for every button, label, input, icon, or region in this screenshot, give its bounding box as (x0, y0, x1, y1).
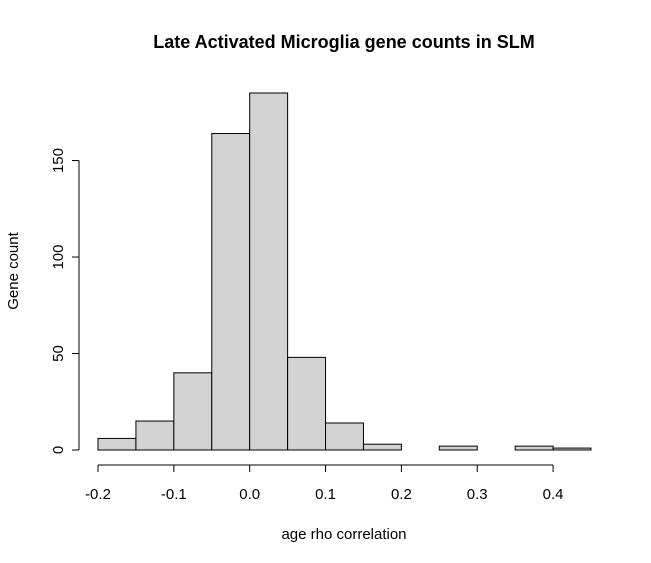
histogram-bar (97, 437, 137, 451)
histogram-bar (514, 445, 554, 451)
x-tick-label: 0.2 (391, 486, 412, 503)
bars-group (97, 92, 592, 451)
histogram-bar (135, 420, 175, 451)
y-tick-label: 50 (50, 345, 67, 362)
x-tick-label: 0.0 (239, 486, 260, 503)
y-tick-label: 100 (50, 245, 67, 270)
x-axis: -0.2 -0.1 0.0 0.1 0.2 0.3 0.4 (85, 464, 564, 503)
histogram-bar (173, 372, 213, 451)
histogram-bar (325, 422, 364, 451)
histogram-bar (287, 356, 327, 451)
x-axis-label: age rho correlation (281, 526, 406, 543)
histogram-bar (362, 443, 402, 451)
x-tick-label: -0.2 (85, 486, 111, 503)
x-tick-label: 0.1 (315, 486, 336, 503)
histogram-bar (552, 447, 592, 451)
chart-title: Late Activated Microglia gene counts in … (153, 32, 534, 52)
histogram-bar (211, 133, 251, 451)
x-tick-label: -0.1 (161, 486, 187, 503)
y-axis: 0 50 100 150 (50, 148, 80, 454)
x-tick-label: 0.3 (467, 486, 488, 503)
histogram-bar (249, 92, 289, 451)
y-tick-label: 0 (50, 446, 67, 454)
x-tick-label: 0.4 (543, 486, 564, 503)
y-axis-label: Gene count (5, 231, 22, 309)
y-tick-label: 150 (50, 148, 67, 173)
histogram-bar (438, 445, 478, 451)
